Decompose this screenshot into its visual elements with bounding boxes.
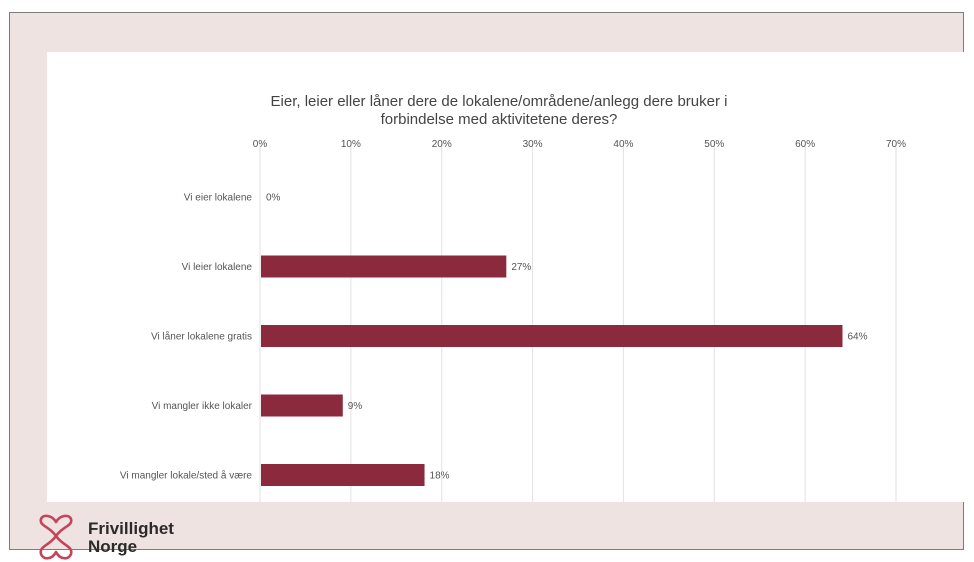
x-tick-label: 30% — [523, 139, 543, 150]
bar — [261, 394, 343, 417]
value-label: 0% — [266, 193, 281, 204]
x-tick-label: 0% — [253, 139, 268, 150]
bar — [261, 325, 843, 347]
category-label: Vi leier lokalene — [182, 262, 253, 273]
bar — [261, 464, 425, 486]
value-labels: 0% 27% 64% 9% 18% — [266, 193, 868, 482]
x-axis-ticks: 0% 10% 20% 30% 40% 50% 60% 70% — [253, 139, 906, 150]
chart-title: Eier, leier eller låner dere de lokalene… — [271, 93, 728, 128]
x-tick-label: 10% — [341, 139, 361, 150]
brand-name-line-2: Norge — [88, 537, 138, 556]
brand-name: Frivillighet Norge — [88, 520, 174, 556]
category-label: Vi eier lokalene — [184, 193, 253, 204]
chart-frame: Eier, leier eller låner dere de lokalene… — [9, 12, 970, 560]
gridlines — [259, 144, 897, 502]
category-label: Vi mangler ikke lokaler — [152, 401, 253, 412]
plot-panel: Eier, leier eller låner dere de lokalene… — [47, 52, 970, 502]
x-tick-label: 70% — [886, 139, 906, 150]
brand-name-line-1: Frivillighet — [88, 519, 174, 538]
value-label: 18% — [430, 471, 450, 482]
bar-chart: Eier, leier eller låner dere de lokalene… — [120, 93, 906, 502]
category-label: Vi mangler lokale/sted å være — [120, 470, 253, 482]
category-labels: Vi eier lokalene Vi leier lokalene Vi låne… — [120, 193, 253, 482]
x-tick-label: 60% — [795, 139, 815, 150]
value-label: 64% — [847, 332, 867, 343]
value-label: 9% — [348, 401, 363, 412]
heart-outline-logo-icon — [39, 514, 73, 560]
value-label: 27% — [511, 262, 531, 273]
chart-title-line-2: forbindelse med aktivitetene deres? — [381, 111, 618, 128]
bars — [261, 255, 843, 486]
chart-title-line-1: Eier, leier eller låner dere de lokalene… — [271, 93, 728, 110]
x-tick-label: 50% — [704, 139, 724, 150]
bar — [261, 255, 507, 278]
x-tick-label: 40% — [613, 139, 633, 150]
x-tick-label: 20% — [432, 139, 452, 150]
category-label: Vi låner lokalene gratis — [151, 331, 252, 343]
brand-logo: Frivillighet Norge — [36, 514, 174, 562]
